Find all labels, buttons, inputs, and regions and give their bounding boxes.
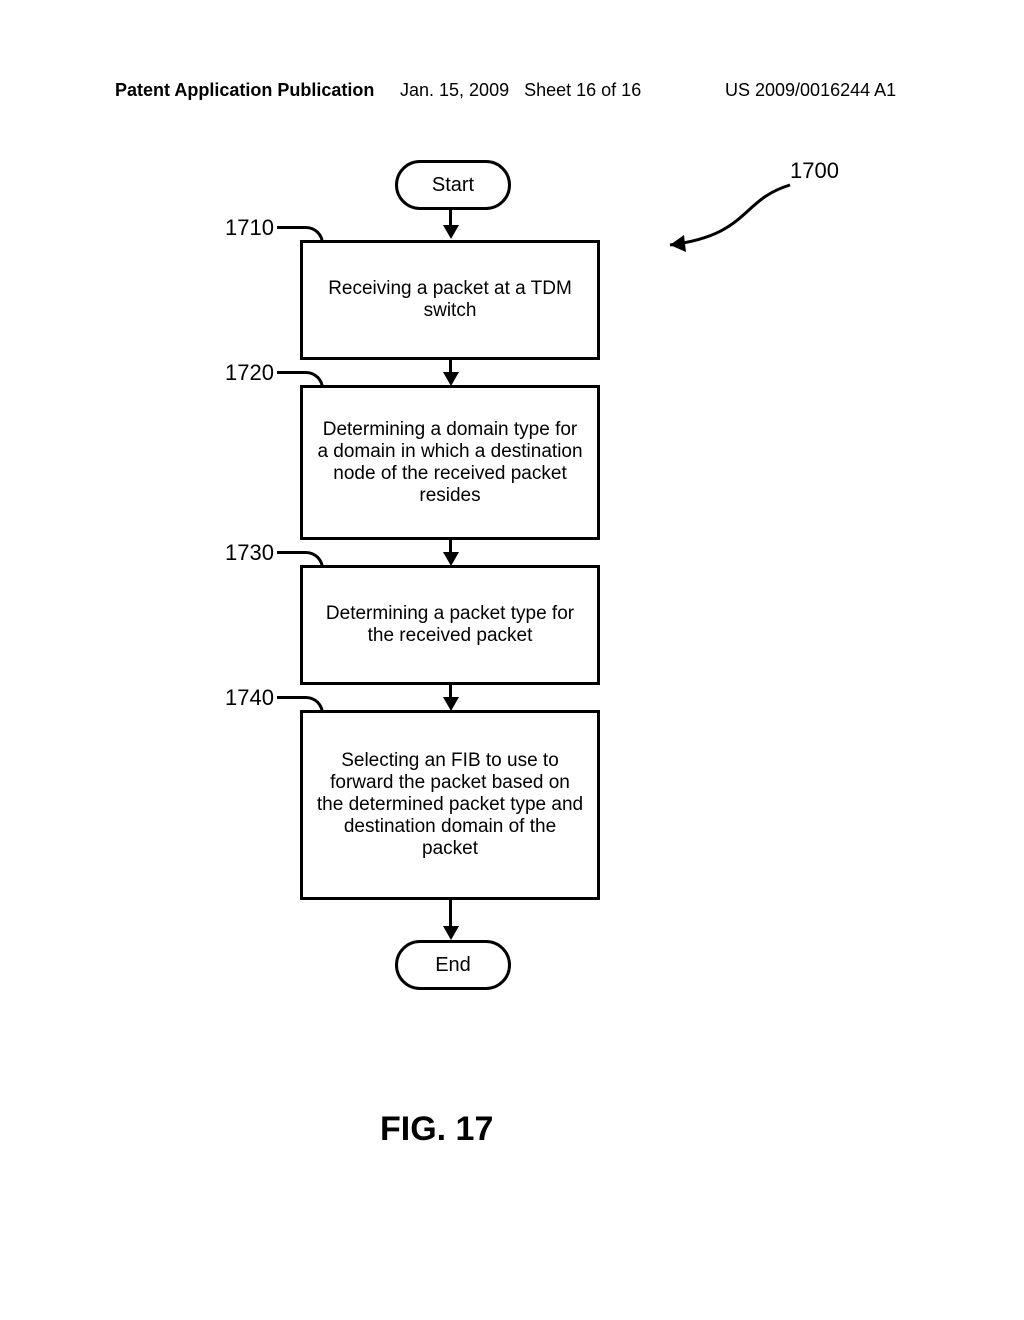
ref-1740: 1740: [225, 685, 274, 711]
figure-caption: FIG. 17: [380, 1110, 493, 1149]
arrowhead-icon: [443, 372, 459, 386]
process-1720: Determining a domain type for a domain i…: [300, 385, 600, 540]
process-1730: Determining a packet type for the receiv…: [300, 565, 600, 685]
ref-1730: 1730: [225, 540, 274, 566]
header-date-sheet: Jan. 15, 2009 Sheet 16 of 16: [400, 80, 641, 101]
ref-1710: 1710: [225, 215, 274, 241]
arrow: [449, 207, 452, 227]
header-publication: Patent Application Publication: [115, 80, 374, 101]
arrowhead-icon: [443, 552, 459, 566]
end-terminal: End: [395, 940, 511, 990]
ref-1720: 1720: [225, 360, 274, 386]
ref-1700-leader: [640, 180, 800, 270]
process-1710: Receiving a packet at a TDM switch: [300, 240, 600, 360]
process-1740: Selecting an FIB to use to forward the p…: [300, 710, 600, 900]
header-pubno: US 2009/0016244 A1: [725, 80, 896, 101]
arrow: [449, 900, 452, 928]
arrowhead-icon: [443, 697, 459, 711]
start-terminal: Start: [395, 160, 511, 210]
arrowhead-icon: [443, 926, 459, 940]
arrowhead-icon: [443, 225, 459, 239]
